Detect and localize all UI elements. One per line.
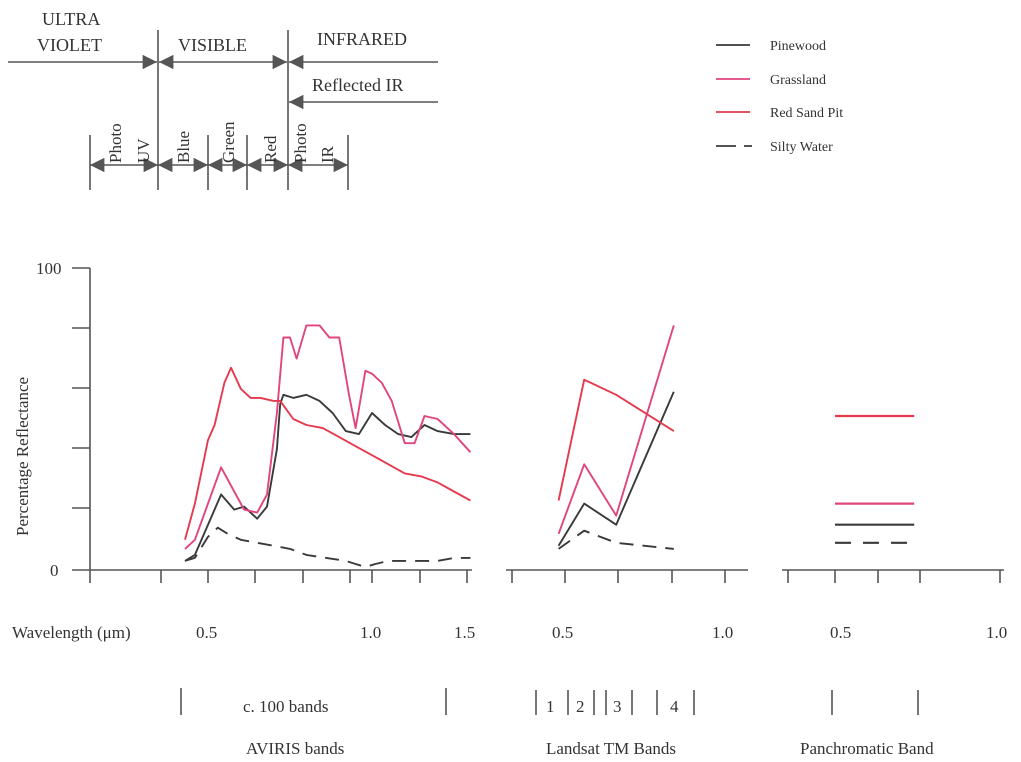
band-label-photo-ir-2: IR [318, 145, 337, 163]
y-axis-title: Percentage Reflectance [13, 377, 32, 536]
tm-band-4: 4 [670, 697, 679, 716]
series-line-red-sand-pit-panel-2 [557, 378, 675, 501]
legend-label-red-sand-pit: Red Sand Pit [770, 106, 843, 121]
y-tick-label-0: 0 [50, 561, 59, 580]
plot-layer [184, 324, 915, 568]
region-label-violet: VIOLET [37, 35, 102, 55]
legend-label-pinewood: Pinewood [770, 39, 826, 54]
x-tick-label-p3-1.0: 1.0 [986, 623, 1007, 642]
legend-label-grassland: Grassland [770, 73, 826, 88]
series-line-grassland-panel-1 [184, 324, 472, 550]
band-group-markers [180, 688, 919, 715]
band-label-red: Red [261, 135, 280, 163]
x-tick-label-p1-0.5: 0.5 [196, 623, 217, 642]
aviris-band-count: c. 100 bands [243, 697, 328, 716]
aviris-bands-label: AVIRIS bands [246, 739, 344, 758]
region-label-visible: VISIBLE [178, 35, 247, 55]
x-tick-label-p2-1.0: 1.0 [712, 623, 733, 642]
y-tick-label-100: 100 [36, 259, 62, 278]
x-axis-title: Wavelength (μm) [12, 623, 131, 642]
axes [72, 267, 1004, 571]
region-label-infrared: INFRARED [317, 29, 407, 49]
band-label-photo-ir-1: Photo [291, 123, 310, 163]
x-ticks [89, 570, 1001, 583]
series-line-grassland-panel-2 [557, 325, 675, 535]
series-line-pinewood-panel-1 [184, 393, 471, 562]
band-label-blue: Blue [174, 131, 193, 163]
tm-band-1: 1 [546, 697, 555, 716]
spectrum-diagram [8, 30, 438, 190]
x-tick-label-p1-1.5: 1.5 [454, 623, 475, 642]
legend: Pinewood Grassland Red Sand Pit Silty Wa… [716, 39, 843, 155]
landsat-tm-bands-label: Landsat TM Bands [546, 739, 676, 758]
x-tick-label-p3-0.5: 0.5 [830, 623, 851, 642]
band-label-photo-uv-2: UV [134, 138, 153, 163]
x-tick-label-p1-1.0: 1.0 [360, 623, 381, 642]
series-line-red-sand-pit-panel-1 [184, 366, 471, 541]
band-label-photo-uv-1: Photo [106, 123, 125, 163]
x-tick-label-p2-0.5: 0.5 [552, 623, 573, 642]
region-label-ultra: ULTRA [42, 9, 100, 29]
series-line-silty-water-panel-1 [184, 526, 471, 568]
tm-band-2: 2 [576, 697, 585, 716]
series-line-silty-water-panel-2 [558, 529, 674, 550]
series-line-pinewood-panel-2 [557, 391, 675, 547]
region-label-reflected-ir: Reflected IR [312, 75, 403, 95]
panchromatic-band-label: Panchromatic Band [800, 739, 934, 758]
legend-label-silty-water: Silty Water [770, 140, 833, 155]
band-label-green: Green [219, 121, 238, 163]
tm-band-3: 3 [613, 697, 622, 716]
spectrum-labels: ULTRA VIOLET VISIBLE INFRARED Reflected … [37, 9, 407, 163]
